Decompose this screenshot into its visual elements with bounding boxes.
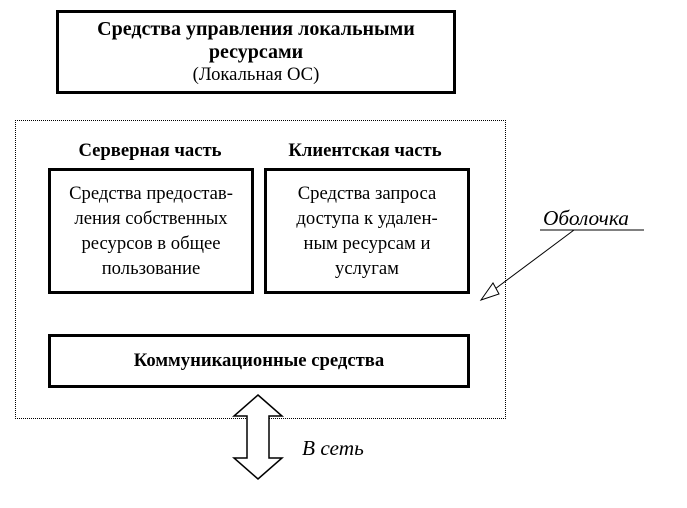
shell-label: Оболочка [543, 206, 629, 231]
client-line: услугам [335, 256, 399, 281]
client-heading: Клиентская часть [265, 140, 465, 162]
communication-box: Коммуникационные средства [48, 334, 470, 388]
client-line: ным ресурсам и [304, 231, 431, 256]
server-line: ресурсов в общее [81, 231, 220, 256]
client-line: доступа к удален- [296, 206, 437, 231]
local-resources-box: Средства управления локальными ресурсами… [56, 10, 456, 94]
server-line: ления собственных [74, 206, 227, 231]
client-line: Средства запроса [298, 181, 437, 206]
local-resources-subtitle: (Локальная ОС) [193, 64, 320, 86]
server-heading: Серверная часть [50, 140, 250, 162]
server-line: Средства предостав- [69, 181, 233, 206]
local-resources-title: Средства управления локальными ресурсами [67, 18, 445, 64]
client-box: Средства запроса доступа к удален- ным р… [264, 168, 470, 294]
server-box: Средства предостав- ления собственных ре… [48, 168, 254, 294]
to-network-label: В сеть [302, 436, 364, 461]
communication-title: Коммуникационные средства [134, 350, 384, 372]
server-line: пользование [102, 256, 201, 281]
